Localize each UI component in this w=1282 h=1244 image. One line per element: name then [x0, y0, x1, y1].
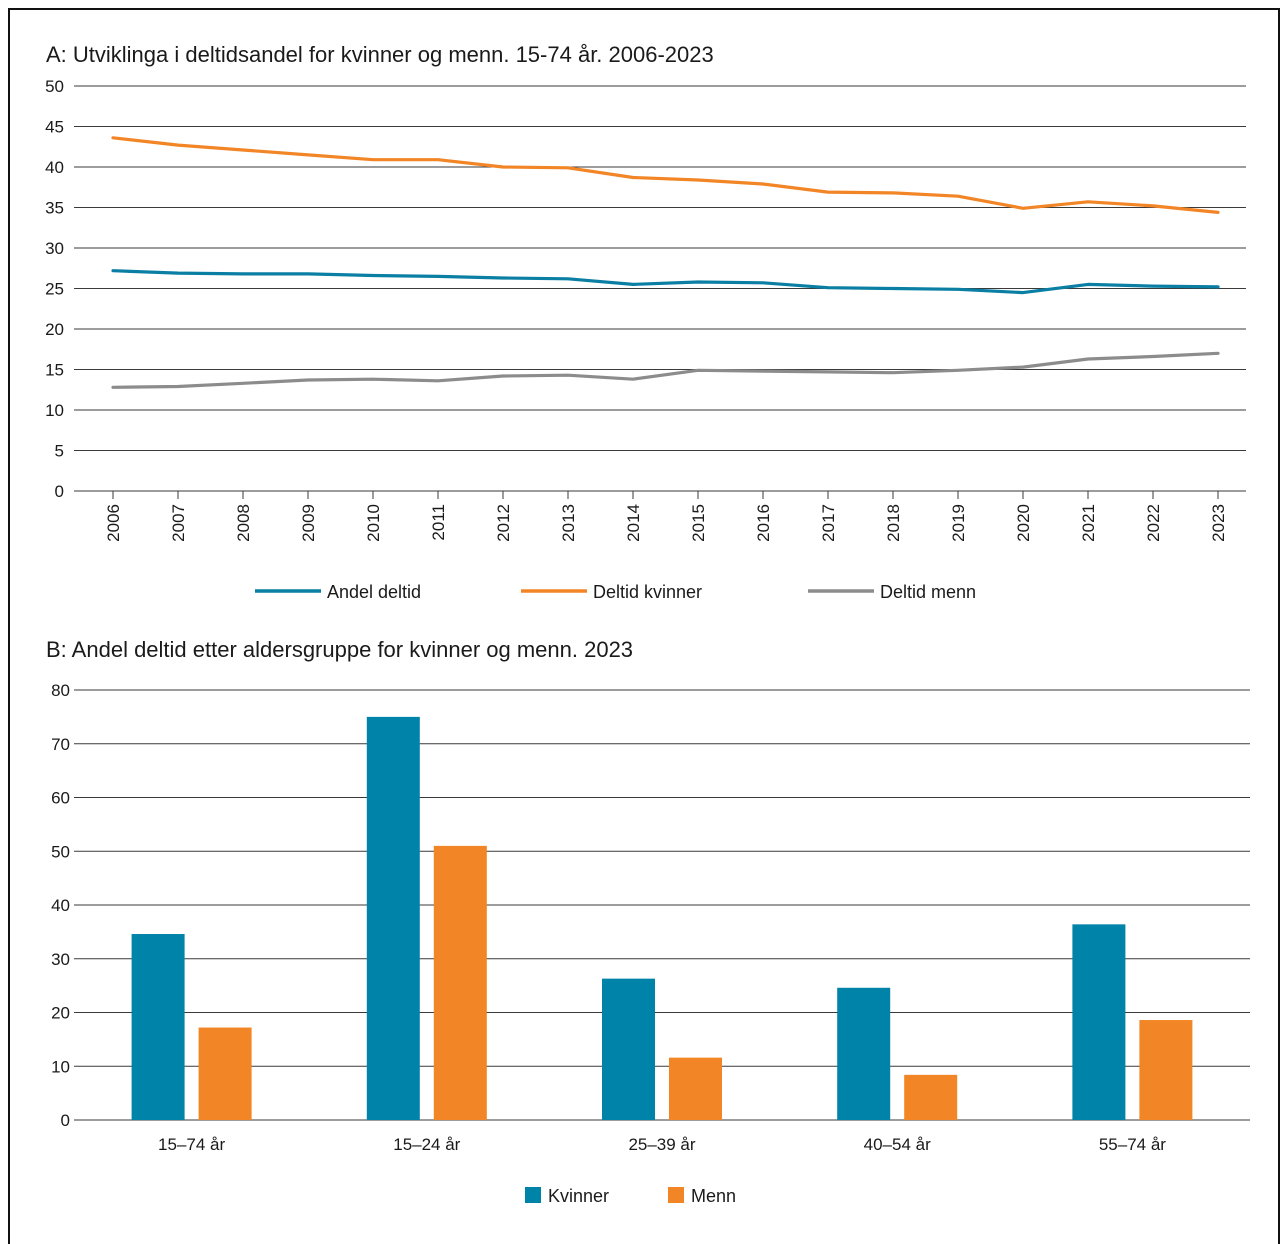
legend-label-menn: Menn [691, 1186, 736, 1206]
chart-a-x-tick-label: 2015 [689, 504, 708, 542]
chart-b-y-tick-label: 60 [51, 789, 70, 808]
chart-a-x-tick-label: 2006 [104, 504, 123, 542]
chart-a-series [111, 136, 1220, 389]
chart-a-x-tick-label: 2020 [1014, 504, 1033, 542]
legend-label-kvinner: Kvinner [548, 1186, 609, 1206]
chart-b-bars [131, 716, 1193, 1120]
chart-a-legend: Andel deltid Deltid kvinner Deltid menn [255, 582, 976, 602]
chart-a-x-ticks: 2006 2007 2008 2009 2010 2011 2012 2013 2014 2015… [104, 491, 1228, 542]
bar-menn-55-74-r [1139, 1020, 1193, 1120]
chart-b-y-tick-label: 50 [51, 842, 70, 861]
chart-b: B: Andel deltid etter aldersgruppe for k… [46, 637, 1250, 1206]
chart-b-y-tick-label: 70 [51, 735, 70, 754]
chart-b-y-ticks: 0 10 20 30 40 50 60 70 80 [51, 681, 70, 1130]
chart-a-y-tick-label: 20 [45, 320, 64, 339]
bar-kvinner-15-24-r [366, 716, 420, 1120]
legend-swatch-kvinner [525, 1187, 541, 1203]
legend-label-deltid-menn: Deltid menn [880, 582, 976, 602]
chart-a-y-tick-label: 15 [45, 361, 64, 380]
chart-a-gridlines [74, 85, 1246, 492]
chart-b-x-tick-label: 15–24 år [393, 1135, 460, 1154]
chart-a-y-tick-label: 30 [45, 239, 64, 258]
chart-a-x-tick-label: 2013 [559, 504, 578, 542]
legend-label-deltid-kvinner: Deltid kvinner [593, 582, 702, 602]
chart-a-x-tick-label: 2012 [494, 504, 513, 542]
chart-a-x-tick-label: 2022 [1144, 504, 1163, 542]
chart-b-x-tick-label: 55–74 år [1099, 1135, 1166, 1154]
bar-kvinner-15-74-r [131, 934, 185, 1120]
chart-a-x-tick-label: 2010 [364, 504, 383, 542]
chart-b-y-tick-label: 0 [61, 1111, 70, 1130]
bar-menn-15-24-r [433, 845, 487, 1120]
series-line-andel-deltid [111, 269, 1220, 295]
chart-a-y-tick-label: 35 [45, 199, 64, 218]
chart-a-y-tick-label: 40 [45, 158, 64, 177]
chart-a-x-tick-label: 2017 [819, 504, 838, 542]
chart-a-x-tick-label: 2009 [299, 504, 318, 542]
bar-kvinner-40-54-r [837, 987, 891, 1120]
bar-kvinner-55-74-r [1072, 924, 1126, 1120]
chart-a-y-tick-label: 10 [45, 401, 64, 420]
chart-a-y-tick-label: 25 [45, 280, 64, 299]
legend-label-andel-deltid: Andel deltid [327, 582, 421, 602]
chart-b-y-tick-label: 30 [51, 950, 70, 969]
series-line-deltid-menn [111, 351, 1220, 389]
chart-a: A: Utviklinga i deltidsandel for kvinner… [45, 42, 1246, 602]
chart-b-gridlines [74, 689, 1250, 1121]
chart-a-y-tick-label: 45 [45, 118, 64, 137]
chart-a-x-tick-label: 2011 [429, 504, 448, 541]
chart-b-y-tick-label: 20 [51, 1004, 70, 1023]
chart-b-y-tick-label: 40 [51, 896, 70, 915]
chart-a-x-tick-label: 2018 [884, 504, 903, 542]
chart-b-x-ticks: 15–74 år 15–24 år 25–39 år 40–54 år 55–74 år [158, 1135, 1166, 1154]
chart-a-y-tick-label: 0 [55, 482, 64, 501]
chart-a-y-tick-label: 50 [45, 77, 64, 96]
chart-b-x-tick-label: 25–39 år [628, 1135, 695, 1154]
chart-a-title: A: Utviklinga i deltidsandel for kvinner… [46, 42, 714, 67]
chart-a-y-tick-label: 5 [55, 442, 64, 461]
chart-b-legend: Kvinner Menn [525, 1186, 736, 1206]
figure-frame [8, 8, 1280, 1244]
bar-menn-25-39-r [669, 1057, 722, 1120]
chart-a-x-tick-label: 2008 [234, 504, 253, 542]
chart-a-x-tick-label: 2007 [169, 504, 188, 542]
chart-a-x-tick-label: 2023 [1209, 504, 1228, 542]
legend-swatch-menn [668, 1187, 684, 1203]
bar-menn-40-54-r [904, 1074, 958, 1120]
chart-b-title: B: Andel deltid etter aldersgruppe for k… [46, 637, 633, 662]
chart-a-x-tick-label: 2014 [624, 504, 643, 542]
chart-a-y-ticks: 0 5 10 15 20 25 30 35 40 45 50 [45, 77, 64, 501]
series-line-deltid-kvinner [111, 136, 1220, 214]
chart-b-x-tick-label: 15–74 år [158, 1135, 225, 1154]
chart-a-x-tick-label: 2019 [949, 504, 968, 542]
bar-menn-15-74-r [198, 1027, 252, 1120]
chart-a-x-tick-label: 2016 [754, 504, 773, 542]
chart-b-x-tick-label: 40–54 år [864, 1135, 931, 1154]
bar-kvinner-25-39-r [602, 978, 655, 1120]
chart-b-y-tick-label: 80 [51, 681, 70, 700]
chart-a-x-tick-label: 2021 [1079, 504, 1098, 542]
chart-b-y-tick-label: 10 [51, 1057, 70, 1076]
